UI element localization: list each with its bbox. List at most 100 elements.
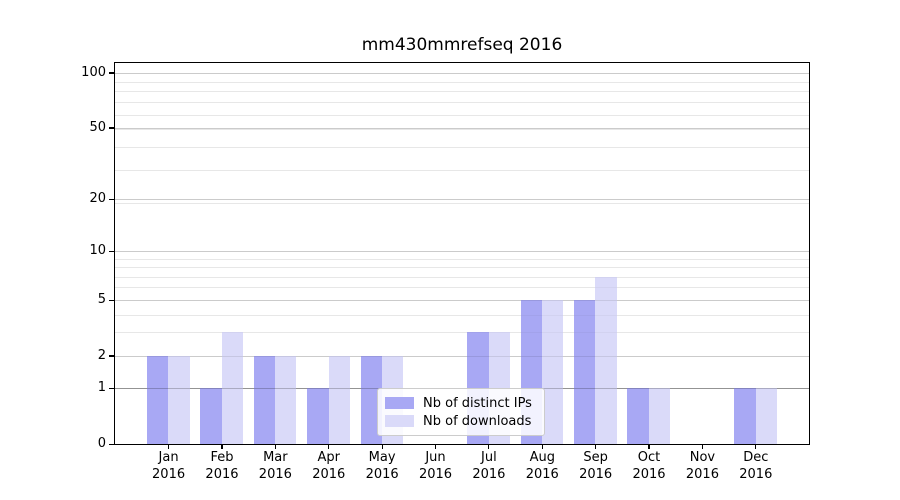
plot-area	[114, 62, 810, 445]
bar-distinct-ips	[253, 355, 276, 444]
x-axis-tick-label: Nov 2016	[672, 449, 732, 483]
x-axis-tick-label: Jun 2016	[406, 449, 466, 483]
gridlines-layer	[115, 63, 809, 444]
bar-downloads	[168, 355, 190, 444]
minor-gridline	[115, 91, 809, 93]
minor-gridline	[115, 114, 809, 116]
x-axis-tick-year: 2016	[418, 467, 453, 483]
legend-label-distinct-ips: Nb of distinct IPs	[423, 395, 532, 411]
y-axis-tick-mark	[109, 250, 114, 252]
y-axis-tick-mark	[109, 299, 114, 301]
legend-item-distinct-ips: Nb of distinct IPs	[385, 395, 536, 411]
x-axis-tick-year: 2016	[152, 467, 186, 483]
chart-title: mm430mmrefseq 2016	[361, 35, 563, 55]
y-axis-tick-mark	[109, 198, 114, 200]
y-axis-tick-label: 0	[97, 436, 106, 452]
bar-downloads	[275, 355, 297, 444]
major-gridline	[115, 127, 809, 129]
legend-swatch-distinct-ips	[385, 397, 414, 409]
y-axis-tick-label: 1	[97, 380, 106, 396]
major-gridline	[115, 355, 809, 357]
x-axis-tick-year: 2016	[525, 467, 559, 483]
x-axis-tick-label: Dec 2016	[726, 449, 786, 483]
bar-downloads	[595, 276, 617, 444]
legend-item-downloads: Nb of downloads	[385, 413, 536, 429]
x-axis-tick-year: 2016	[579, 467, 613, 483]
bar-distinct-ips	[574, 299, 596, 444]
x-axis-tick-label: Jul 2016	[459, 449, 519, 483]
bar-distinct-ips	[147, 355, 169, 444]
minor-gridline	[115, 170, 809, 172]
major-gridline	[115, 251, 809, 253]
x-axis-tick-mark	[167, 445, 170, 450]
x-axis-tick-mark	[488, 445, 490, 450]
x-axis-tick-label: May 2016	[352, 449, 412, 483]
bar-downloads	[221, 332, 244, 444]
y-axis-tick-label: 5	[97, 292, 106, 308]
minor-gridline	[115, 314, 809, 316]
minor-gridline	[115, 258, 809, 260]
y-axis-tick-mark	[109, 72, 114, 74]
x-axis-tick-year: 2016	[685, 467, 719, 483]
minor-gridline	[115, 129, 809, 131]
x-axis-tick-year: 2016	[632, 467, 666, 483]
x-axis-tick-mark	[648, 445, 650, 450]
y-axis-tick-label: 10	[89, 243, 106, 259]
bars-layer	[115, 63, 809, 444]
y-axis-tick-label: 50	[89, 119, 106, 135]
x-axis-tick-label: Jan 2016	[139, 449, 199, 483]
minor-gridline	[115, 276, 809, 278]
x-axis-tick-mark	[595, 445, 597, 450]
y-axis-tick-mark	[109, 443, 114, 445]
bar-downloads	[542, 299, 564, 444]
y-axis-tick-label: 100	[81, 64, 106, 80]
minor-gridline	[115, 203, 809, 204]
x-axis-tick-mark	[328, 445, 330, 450]
bar-downloads	[328, 355, 350, 444]
bar-distinct-ips	[734, 388, 756, 444]
minor-gridline	[115, 287, 809, 289]
x-axis-tick-label: Mar 2016	[245, 449, 305, 483]
bar-downloads	[755, 388, 777, 444]
x-axis-tick-mark	[755, 445, 757, 450]
minor-gridline	[115, 332, 809, 334]
major-gridline	[115, 199, 809, 201]
x-axis-tick-mark	[701, 445, 704, 450]
y-axis-tick-mark	[109, 387, 114, 390]
minor-gridline	[115, 267, 809, 269]
bar-distinct-ips	[307, 388, 329, 444]
minor-gridline	[115, 102, 809, 104]
minor-gridline	[115, 147, 809, 149]
major-gridline	[115, 299, 809, 301]
y-axis-tick-label: 20	[89, 191, 106, 207]
x-axis-tick-year: 2016	[739, 467, 773, 483]
y-axis-tick-mark	[109, 127, 114, 129]
x-axis-tick-label: Sep 2016	[566, 449, 626, 483]
x-axis-tick-label: Apr 2016	[299, 449, 359, 483]
legend: Nb of distinct IPs Nb of downloads	[377, 388, 545, 436]
bar-distinct-ips	[360, 355, 382, 444]
bar-distinct-ips	[627, 388, 649, 444]
legend-swatch-downloads	[385, 415, 414, 427]
x-axis-tick-mark	[381, 445, 383, 450]
x-axis-tick-mark	[541, 445, 543, 450]
minor-gridline	[115, 82, 809, 84]
x-axis-tick-year: 2016	[258, 467, 292, 483]
x-axis-tick-year: 2016	[312, 467, 346, 483]
x-axis-tick-label: Aug 2016	[512, 449, 572, 483]
bar-downloads	[648, 388, 671, 444]
x-axis-tick-mark	[274, 445, 276, 450]
x-axis-tick-label: Feb 2016	[192, 449, 252, 483]
x-axis-tick-year: 2016	[472, 467, 506, 483]
x-axis-tick-year: 2016	[365, 467, 399, 483]
y-axis-tick-mark	[109, 355, 114, 357]
x-axis-tick-year: 2016	[205, 467, 239, 483]
legend-label-downloads: Nb of downloads	[423, 413, 532, 429]
x-axis-tick-mark	[434, 445, 437, 450]
x-axis-tick-label: Oct 2016	[619, 449, 679, 483]
bar-distinct-ips	[200, 388, 222, 444]
y-axis-tick-label: 2	[97, 347, 106, 363]
x-axis-tick-mark	[221, 445, 223, 450]
major-gridline	[115, 72, 809, 74]
